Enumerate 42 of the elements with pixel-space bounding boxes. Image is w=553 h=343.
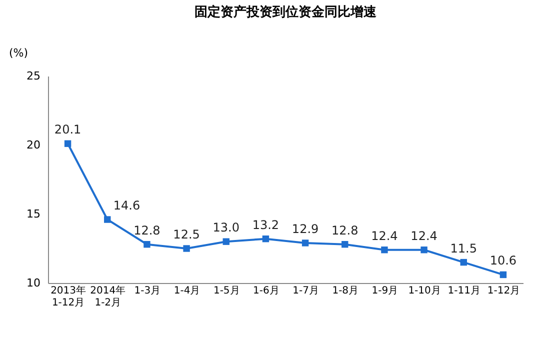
point — [262, 235, 270, 242]
data-label: 20.1 — [54, 122, 82, 137]
point — [460, 258, 467, 266]
point — [64, 140, 72, 147]
x-tick-label: 1-6月 — [253, 286, 280, 296]
data-label: 12.5 — [173, 228, 200, 242]
data-label: 14.6 — [113, 198, 140, 213]
y-axis-title: (%) — [8, 46, 28, 60]
data-label: 13.2 — [252, 218, 280, 232]
y-tick-label: 25 — [26, 70, 40, 82]
point — [144, 241, 150, 248]
x-tick-label: 1-9月 — [372, 286, 398, 296]
point — [104, 216, 111, 223]
data-label: 12.8 — [134, 223, 160, 238]
data-label: 12.4 — [371, 228, 398, 243]
data-label: 12.9 — [292, 222, 319, 236]
chart-title: 固定资产投资到位资金同比增速 — [194, 4, 378, 20]
data-label: 12.4 — [410, 228, 438, 243]
x-tick-label: 1-5月 — [213, 286, 240, 296]
point — [342, 241, 348, 248]
x-tick-label: 1-11月 — [448, 286, 480, 296]
x-tick-label: 1-12月 — [487, 286, 520, 296]
point — [183, 245, 190, 252]
data-label: 12.8 — [332, 223, 358, 238]
x-tick-label: 1-4月 — [174, 286, 200, 296]
point — [420, 246, 428, 254]
x-tick-label: 1-10月 — [408, 286, 441, 296]
y-tick-label: 10 — [26, 276, 40, 290]
data-label: 10.6 — [490, 254, 517, 268]
x-tick-label: 1-8月 — [332, 286, 359, 296]
x-tick-label: 2014年 1-2月 — [90, 284, 126, 308]
y-tick-label: 15 — [26, 208, 40, 220]
point — [302, 240, 309, 246]
y-tick-label: 20 — [26, 138, 40, 152]
point — [381, 246, 388, 254]
data-label: 13.0 — [212, 220, 240, 235]
x-tick-label: 1-3月 — [134, 286, 161, 296]
x-tick-label: 2013年 1-12月 — [50, 284, 86, 308]
point — [500, 271, 507, 278]
x-tick-label: 1-7月 — [292, 286, 319, 296]
point — [222, 238, 230, 245]
data-label: 11.5 — [450, 241, 477, 256]
